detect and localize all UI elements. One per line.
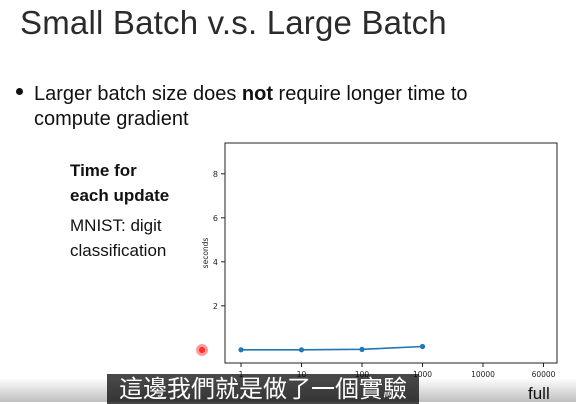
y-tick-label: 8 <box>213 170 218 179</box>
y-tick-label: 6 <box>213 214 218 223</box>
data-point <box>419 343 426 350</box>
side-label-mnist: MNIST: digit <box>70 216 162 235</box>
y-axis-label: seconds <box>201 238 210 269</box>
cursor-highlight <box>196 344 208 356</box>
bullet-text-line2: compute gradient <box>34 108 189 130</box>
video-subtitle: 這邊我們就是做了一個實驗 <box>107 374 419 404</box>
data-point <box>298 347 305 353</box>
side-label-each-update: each update <box>70 186 170 205</box>
side-label-classification: classification <box>70 241 167 260</box>
y-tick-label: 4 <box>213 258 218 267</box>
x-tick-label: 60000 <box>532 370 556 379</box>
series-line <box>241 345 423 351</box>
data-point <box>359 346 365 352</box>
plot-frame <box>224 142 558 364</box>
bullet-text: Larger batch size does not require longe… <box>34 82 468 132</box>
slide-title: Small Batch v.s. Large Batch <box>20 4 447 41</box>
bullet-text-part2: require longer time to <box>273 83 468 105</box>
side-label-time-for: Time for <box>70 161 137 180</box>
y-tick-label: 2 <box>213 302 218 311</box>
bullet-text-bold: not <box>241 83 273 105</box>
x-tick-label: 1000 <box>413 370 432 379</box>
time-per-update-chart: 246811010010001000060000seconds <box>201 142 558 379</box>
x-tick-full: full <box>528 384 550 403</box>
bullet-text-part1: Larger batch size does <box>34 83 242 105</box>
bullet-dot <box>16 88 23 95</box>
data-point <box>238 347 244 353</box>
x-tick-label: 10000 <box>471 370 495 379</box>
